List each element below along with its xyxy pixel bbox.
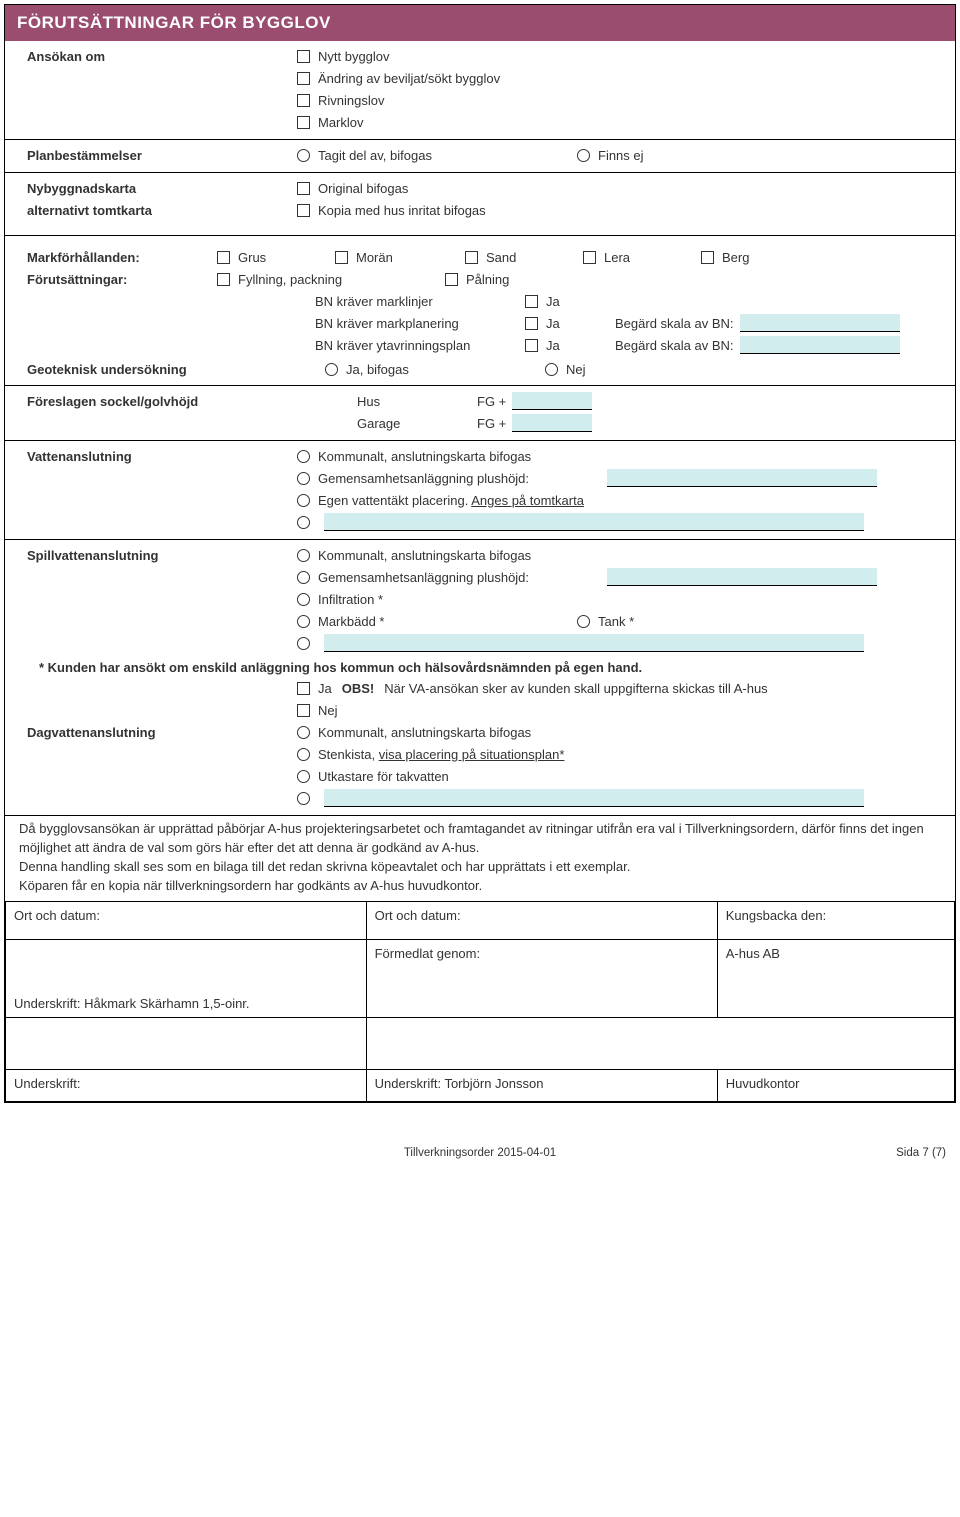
- cb-original[interactable]: Original bifogas: [297, 181, 408, 196]
- section-plan: Planbestämmelser Tagit del av, bifogas F…: [5, 140, 955, 172]
- rb-geo-nej[interactable]: Nej: [545, 362, 586, 377]
- paragraph-l2: Denna handling skall ses som en bilaga t…: [19, 858, 941, 877]
- label-forut: Förutsättningar:: [27, 272, 217, 287]
- label-nybygg1: Nybyggnadskarta: [27, 181, 297, 196]
- section-ansokan: Ansökan om Nytt bygglov Ändring av bevil…: [5, 41, 955, 139]
- rb-dag-utkastare[interactable]: Utkastare för takvatten: [297, 769, 449, 784]
- rb-spill-infiltration[interactable]: Infiltration *: [297, 592, 383, 607]
- cb-fyllning[interactable]: Fyllning, packning: [217, 272, 425, 287]
- text-beg3: Begärd skala av BN:: [615, 338, 734, 353]
- cb-kund-nej[interactable]: Nej: [297, 703, 338, 718]
- signature-table: Ort och datum: Ort och datum: Kungsbacka…: [5, 901, 955, 1102]
- text-beg2: Begärd skala av BN:: [615, 316, 734, 331]
- label-spill: Spillvattenanslutning: [27, 548, 297, 563]
- sig-r5c2: Underskrift: Torbjörn Jonsson: [366, 1070, 717, 1102]
- form-page: FÖRUTSÄTTNINGAR FÖR BYGGLOV Ansökan om N…: [4, 4, 956, 1103]
- cb-bn1-ja[interactable]: Ja: [525, 294, 560, 309]
- input-spill-blank[interactable]: [324, 634, 864, 652]
- page-footer: Tillverkningsorder 2015-04-01 Sida 7 (7): [0, 1107, 960, 1167]
- rb-spill-gemensam[interactable]: Gemensamhetsanläggning plushöjd:: [297, 570, 587, 585]
- text-garage: Garage: [357, 416, 477, 431]
- input-vatten-plushojd[interactable]: [607, 469, 877, 487]
- sig-r2c3: A-hus AB: [717, 940, 954, 1018]
- label-nybygg2: alternativt tomtkarta: [27, 203, 297, 218]
- text-bn3: BN kräver ytavrinningsplan: [315, 338, 525, 353]
- input-skala-bn2[interactable]: [740, 314, 900, 332]
- text-hus: Hus: [357, 394, 477, 409]
- rb-tagit-del[interactable]: Tagit del av, bifogas: [297, 148, 557, 163]
- input-dag-blank[interactable]: [324, 789, 864, 807]
- rb-vatten-gemensam[interactable]: Gemensamhetsanläggning plushöjd:: [297, 471, 587, 486]
- rb-vatten-kommunalt[interactable]: Kommunalt, anslutningskarta bifogas: [297, 449, 531, 464]
- rb-geo-ja[interactable]: Ja, bifogas: [325, 362, 525, 377]
- rb-vatten-blank[interactable]: [297, 516, 318, 529]
- label-dag: Dagvattenanslutning: [27, 725, 297, 740]
- cb-nytt-bygglov[interactable]: Nytt bygglov: [297, 49, 390, 64]
- section-header: FÖRUTSÄTTNINGAR FÖR BYGGLOV: [5, 5, 955, 41]
- section-vatten: Vattenanslutning Kommunalt, anslutningsk…: [5, 441, 955, 539]
- rb-dag-blank[interactable]: [297, 792, 318, 805]
- cb-bn2-ja[interactable]: Ja: [525, 316, 595, 331]
- text-obs-desc: När VA-ansökan sker av kunden skall uppg…: [384, 681, 767, 696]
- input-vatten-blank[interactable]: [324, 513, 864, 531]
- label-geo: Geoteknisk undersökning: [27, 362, 297, 377]
- section-mark: Markförhållanden: Grus Morän Sand Lera B…: [5, 236, 955, 385]
- label-mark: Markförhållanden:: [27, 250, 217, 265]
- cb-rivningslov[interactable]: Rivningslov: [297, 93, 384, 108]
- paragraph-block: Då bygglovsansökan är upprättad påbörjar…: [5, 816, 955, 901]
- rb-spill-tank[interactable]: Tank *: [577, 614, 634, 629]
- sig-r5c3: Huvudkontor: [717, 1070, 954, 1102]
- input-spill-plushojd[interactable]: [607, 568, 877, 586]
- note-kund: * Kunden har ansökt om enskild anläggnin…: [39, 660, 642, 675]
- label-ansokan: Ansökan om: [27, 49, 297, 64]
- cb-lera[interactable]: Lera: [583, 250, 681, 265]
- cb-sand[interactable]: Sand: [465, 250, 563, 265]
- cb-moran[interactable]: Morän: [335, 250, 445, 265]
- section-nybygg: Nybyggnadskarta Original bifogas alterna…: [5, 173, 955, 227]
- rb-finns-ej[interactable]: Finns ej: [577, 148, 644, 163]
- text-fg-hus: FG +: [477, 394, 506, 409]
- cb-kopia[interactable]: Kopia med hus inritat bifogas: [297, 203, 486, 218]
- cb-palning[interactable]: Pålning: [445, 272, 509, 287]
- rb-spill-blank[interactable]: [297, 637, 318, 650]
- text-bn2: BN kräver markplanering: [315, 316, 525, 331]
- rb-dag-kommunalt[interactable]: Kommunalt, anslutningskarta bifogas: [297, 725, 531, 740]
- input-fg-garage[interactable]: [512, 414, 592, 432]
- rb-spill-kommunalt[interactable]: Kommunalt, anslutningskarta bifogas: [297, 548, 531, 563]
- label-sockel: Föreslagen sockel/golvhöjd: [27, 394, 297, 409]
- section-sockel: Föreslagen sockel/golvhöjd Hus FG + Gara…: [5, 386, 955, 440]
- rb-spill-markbadd[interactable]: Markbädd *: [297, 614, 557, 629]
- footer-mid: Tillverkningsorder 2015-04-01: [214, 1147, 746, 1159]
- sig-r1c3: Kungsbacka den:: [717, 902, 954, 940]
- sig-r5c1: Underskrift:: [6, 1070, 367, 1102]
- text-bn1: BN kräver marklinjer: [315, 294, 525, 309]
- cb-grus[interactable]: Grus: [217, 250, 315, 265]
- paragraph-l1: Då bygglovsansökan är upprättad påbörjar…: [19, 820, 941, 858]
- cb-berg[interactable]: Berg: [701, 250, 749, 265]
- sig-r1c2: Ort och datum:: [366, 902, 717, 940]
- rb-dag-stenkista[interactable]: Stenkista, visa placering på situationsp…: [297, 747, 564, 762]
- label-plan: Planbestämmelser: [27, 148, 297, 163]
- text-fg-garage: FG +: [477, 416, 506, 431]
- sig-r3c1: Underskrift: Håkmark Skärhamn 1,5-oinr.: [6, 940, 367, 1018]
- footer-right: Sida 7 (7): [746, 1147, 946, 1159]
- rb-vatten-egen[interactable]: Egen vattentäkt placering. Anges på tomt…: [297, 493, 584, 508]
- paragraph-l3: Köparen får en kopia när tillverkningsor…: [19, 877, 941, 896]
- cb-marklov[interactable]: Marklov: [297, 115, 364, 130]
- text-obs: OBS!: [342, 681, 375, 696]
- sig-r2c2: Förmedlat genom:: [366, 940, 717, 1018]
- sig-r1c1: Ort och datum:: [6, 902, 367, 940]
- input-fg-hus[interactable]: [512, 392, 592, 410]
- cb-andring[interactable]: Ändring av beviljat/sökt bygglov: [297, 71, 500, 86]
- input-skala-bn3[interactable]: [740, 336, 900, 354]
- cb-kund-ja[interactable]: Ja: [297, 681, 332, 696]
- label-vatten: Vattenanslutning: [27, 449, 297, 464]
- cb-bn3-ja[interactable]: Ja: [525, 338, 595, 353]
- section-spill: Spillvattenanslutning Kommunalt, anslutn…: [5, 540, 955, 815]
